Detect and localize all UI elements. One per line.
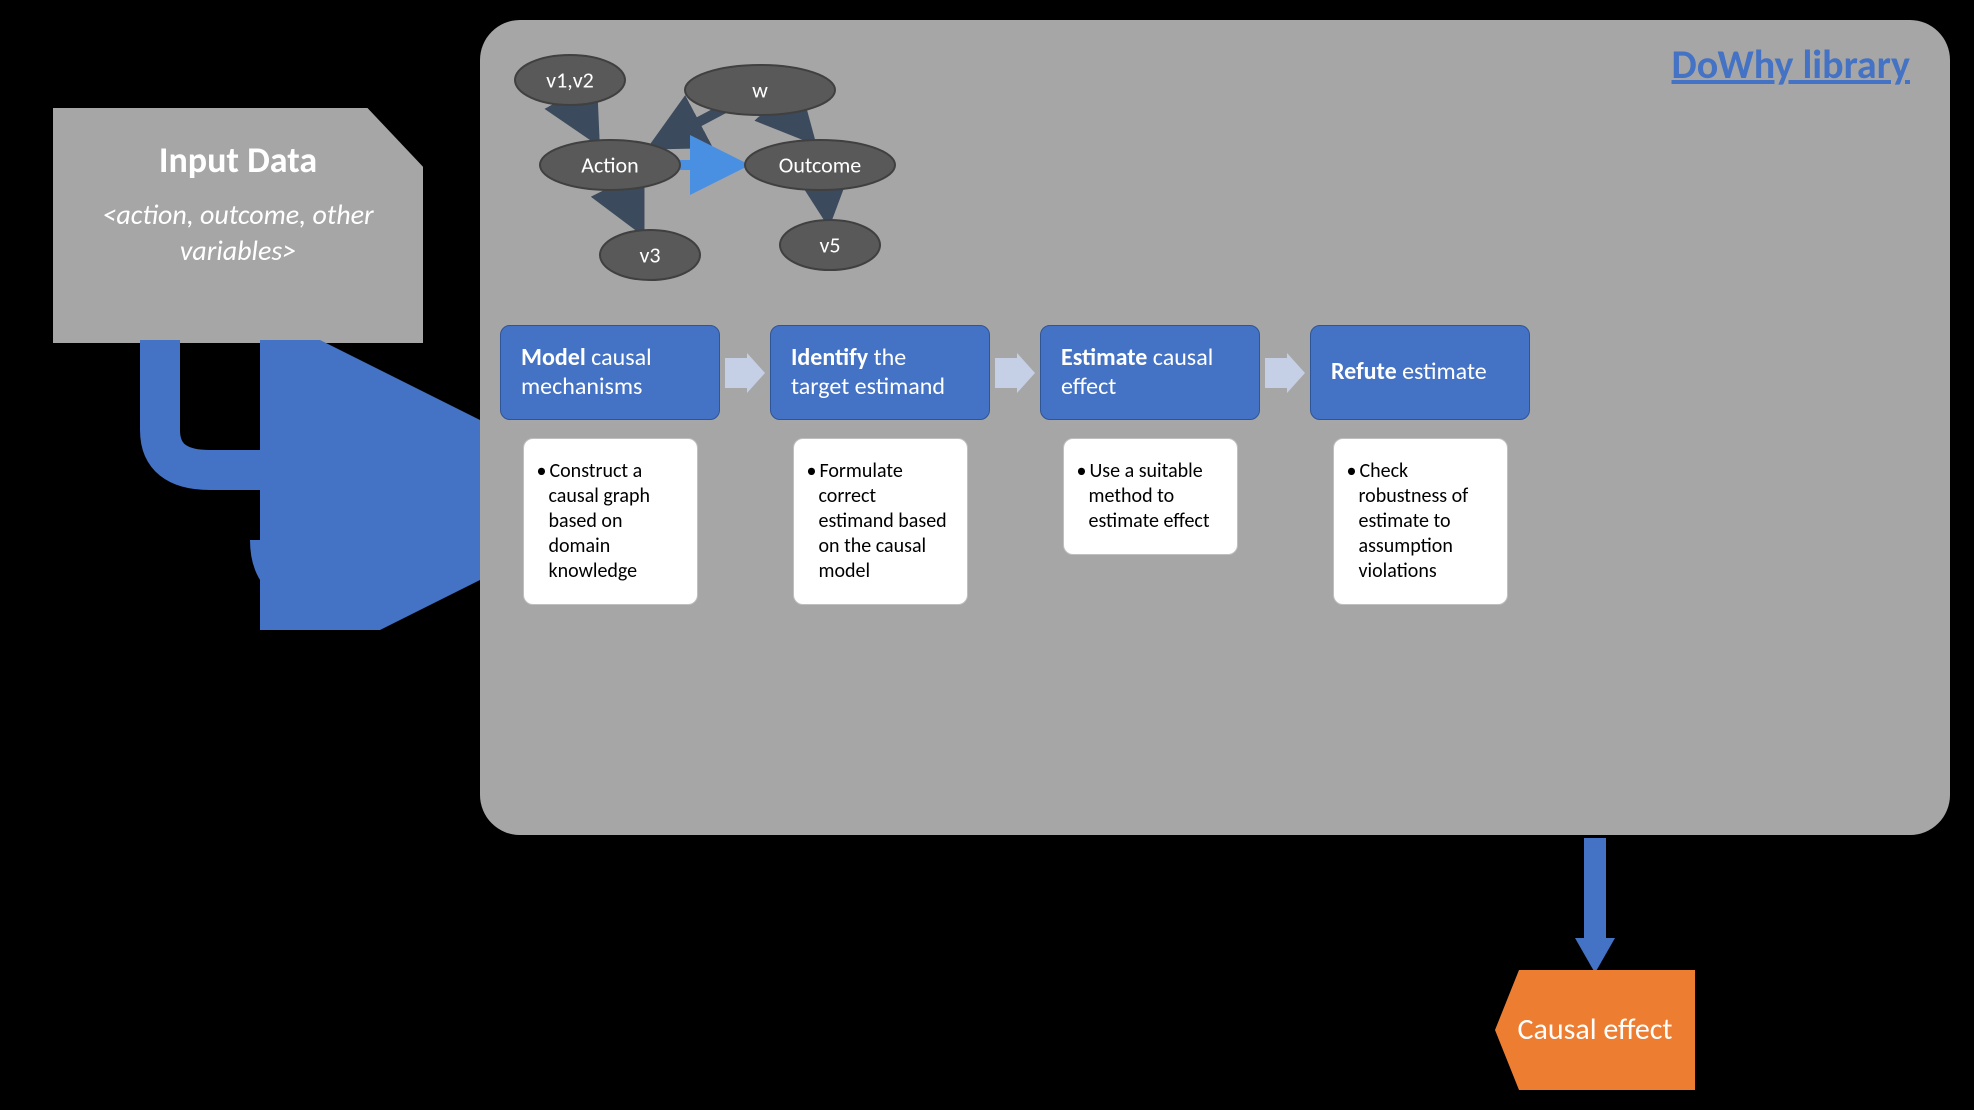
step-refute-header: Refute estimate	[1310, 325, 1530, 420]
edge-action-v3	[620, 188, 640, 228]
node-w: w	[685, 65, 835, 115]
input-title: Input Data	[73, 138, 403, 182]
causal-effect-output: Causal effect	[1495, 970, 1695, 1090]
edge-w-action	[655, 108, 725, 145]
node-v5: v5	[780, 220, 880, 270]
edge-v1v2-action	[575, 102, 595, 138]
svg-text:v3: v3	[639, 242, 660, 269]
causal-effect-label: Causal effect	[1518, 1012, 1673, 1048]
step-refute-body: Check robustness of estimate to assumpti…	[1333, 438, 1508, 605]
node-action: Action	[540, 140, 680, 190]
svg-text:Action: Action	[581, 152, 638, 179]
input-subtitle: <action, outcome, other variables>	[73, 197, 403, 270]
steps-row: Model causal mechanisms Construct a caus…	[495, 325, 1535, 605]
causal-graph: v1,v2 w Action Outcome v3 v5	[500, 40, 940, 300]
node-outcome: Outcome	[745, 140, 895, 190]
step-identify-header: Identify the target estimand	[770, 325, 990, 420]
input-data-box: Input Data <action, outcome, other varia…	[53, 108, 423, 343]
svg-text:v5: v5	[819, 232, 840, 259]
edge-w-outcome	[785, 110, 810, 138]
node-v3: v3	[600, 230, 700, 280]
library-title: DoWhy library	[1672, 40, 1910, 89]
step-identify-body: Formulate correct estimand based on the …	[793, 438, 968, 605]
step-refute: Refute estimate Check robustness of esti…	[1305, 325, 1535, 605]
step-estimate-header: Estimate causal effect	[1040, 325, 1260, 420]
input-to-library-arrow	[120, 340, 510, 630]
step-estimate-body: Use a suitable method to estimate effect	[1063, 438, 1238, 555]
step-estimate: Estimate causal effect Use a suitable me…	[1035, 325, 1265, 555]
step-arrow-2	[995, 325, 1035, 420]
step-model: Model causal mechanisms Construct a caus…	[495, 325, 725, 605]
svg-text:w: w	[752, 77, 768, 104]
step-identify: Identify the target estimand Formulate c…	[765, 325, 995, 605]
step-arrow-3	[1265, 325, 1305, 420]
svg-text:v1,v2: v1,v2	[546, 67, 594, 94]
step-arrow-1	[725, 325, 765, 420]
library-box: DoWhy library v1,v2 w Action	[480, 20, 1950, 835]
step-model-header: Model causal mechanisms	[500, 325, 720, 420]
library-to-output-arrow	[1575, 838, 1615, 973]
node-v1v2: v1,v2	[515, 55, 625, 105]
edge-outcome-v5	[825, 190, 828, 218]
step-model-body: Construct a causal graph based on domain…	[523, 438, 698, 605]
svg-text:Outcome: Outcome	[779, 152, 862, 179]
